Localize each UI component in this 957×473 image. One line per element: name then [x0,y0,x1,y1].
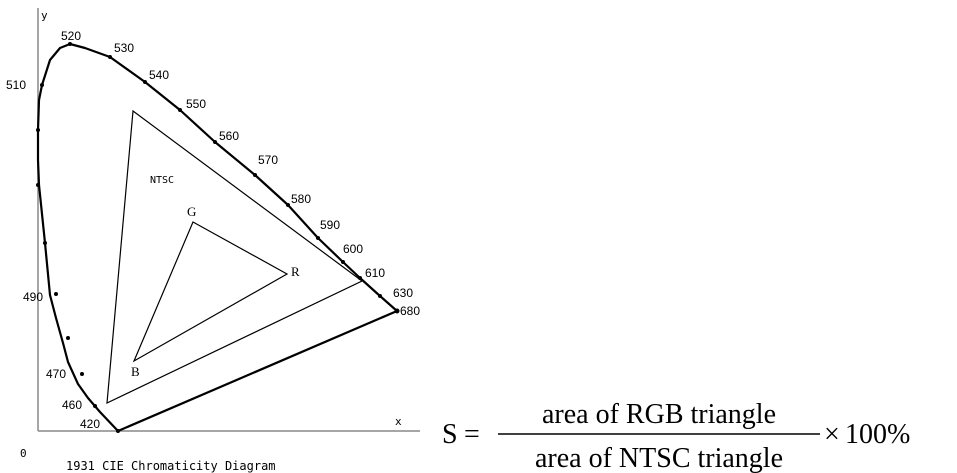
locus-point [316,236,320,240]
saturation-formula: S = area of RGB triangle area of NTSC tr… [442,399,910,473]
formula-equals: = [464,419,480,450]
wavelength-label: 520 [61,29,81,43]
origin-label: 0 [20,447,27,460]
locus-point [40,83,44,87]
vertex-label-g: G [187,204,196,219]
locus-point [143,80,147,84]
ntsc-label: NTSC [150,175,174,186]
vertex-label-b: B [131,364,140,379]
vertex-label-r: R [291,264,300,279]
line-of-purples [117,309,398,433]
ntsc-triangle [106,109,364,404]
diagram-caption: 1931 CIE Chromaticity Diagram [66,459,276,473]
formula-factor: 100% [845,419,910,450]
formula-lhs: S [442,419,458,450]
wavelength-label: 560 [219,129,239,143]
locus-point [66,336,70,340]
wavelength-label: 610 [365,266,385,280]
wavelength-label: 460 [62,398,82,412]
locus-point [36,183,40,187]
cie-chromaticity-diagram: y x 0 520 530 540 550 560 570 580 [6,8,420,473]
locus-point [68,42,72,46]
wavelength-label: 510 [6,78,26,92]
locus-point [93,404,97,408]
y-axis-label: y [41,9,48,22]
locus-point [378,294,382,298]
wavelength-label: 540 [149,68,169,82]
locus-point [178,108,182,112]
locus-point [253,173,257,177]
locus-point [43,241,47,245]
spectral-locus [36,42,398,432]
locus-points [36,42,400,433]
wavelength-label: 470 [46,367,66,381]
wavelength-label: 490 [23,290,43,304]
wavelength-label: 600 [343,242,363,256]
locus-point [213,140,217,144]
locus-point [108,55,112,59]
wavelength-label: 680 [400,304,420,318]
locus-point [54,292,58,296]
wavelength-label: 590 [320,218,340,232]
wavelength-label: 420 [80,417,100,431]
locus-point [36,128,40,132]
wavelength-label: 550 [186,97,206,111]
locus-point [116,429,120,433]
wavelength-label: 630 [393,286,413,300]
wavelength-label: 580 [291,192,311,206]
rgb-triangle [132,221,289,363]
wavelength-label: 570 [258,153,278,167]
formula-numerator: area of RGB triangle [542,399,776,430]
locus-point [341,260,345,264]
x-axis-label: x [395,415,402,428]
wavelength-labels: 520 530 540 550 560 570 580 590 600 610 … [6,29,420,431]
locus-point [80,372,84,376]
formula-denominator: area of NTSC triangle [535,443,783,473]
formula-times: × [824,419,840,450]
locus-point [286,203,290,207]
wavelength-label: 530 [114,41,134,55]
locus-point [394,308,400,314]
